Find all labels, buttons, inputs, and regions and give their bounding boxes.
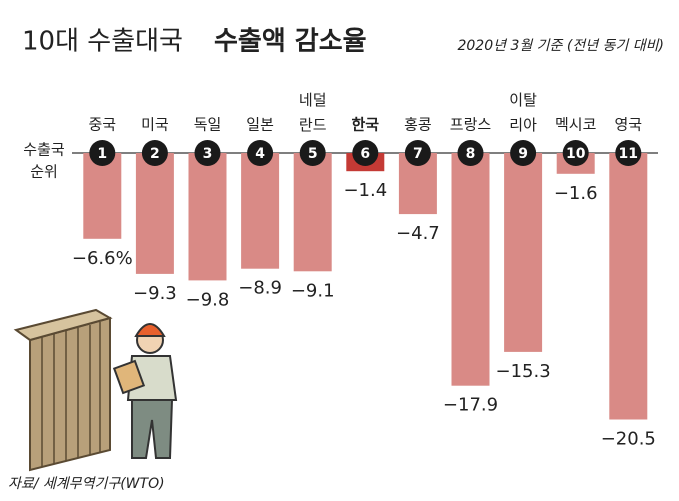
x-tick-label: 독일 [194,116,222,134]
value-label: −20.5 [601,429,656,450]
value-label: −9.3 [133,283,177,304]
value-label: −1.4 [343,180,387,201]
x-tick-label: 네덜 란드 [299,91,327,134]
rank-badge [247,140,274,166]
chart-title: 10대 수출대국 [22,27,183,57]
bar [135,153,174,274]
rank-badge [299,140,326,166]
rank-badge [352,140,379,166]
x-tick-label: 이탈 리아 [509,91,537,134]
x-tick-label: 미국 [141,116,169,134]
rank-label: 5 [308,146,318,162]
bar [188,153,227,281]
x-tick-label: 멕시코 [555,116,596,134]
x-tick-label: 한국 [351,116,379,134]
value-label: −8.9 [238,278,282,299]
illustration [13,308,178,472]
x-tick-label: 일본 [246,116,274,134]
bar [83,153,122,239]
rank-label: 2 [150,146,160,162]
subtitle: 2020년 3월 기준 (전년 동기 대비) [457,38,664,54]
rank-label: 3 [203,146,213,162]
rank-label: 6 [360,146,370,162]
value-label: −17.9 [443,395,498,416]
rank-label: 7 [413,146,423,162]
rank-label: 9 [518,146,528,162]
bar [451,153,490,386]
value-label: −1.6 [554,183,598,204]
rank-label: 10 [566,146,586,162]
value-label: −9.8 [186,289,230,310]
rank-badge [404,140,431,166]
axis-label: 수출국 [23,141,65,159]
chart-title-bold: 수출액 감소율 [214,27,367,57]
rank-badge [89,140,116,166]
x-tick-label: 프랑스 [450,116,492,134]
rank-label: 11 [619,146,638,162]
rank-badge [510,140,537,166]
rank-label: 8 [466,146,476,162]
rank-badge [194,140,221,166]
rank-label: 4 [255,146,265,162]
axis-label: 순위 [30,163,58,181]
source: 자료/ 세계무역기구(WTO) [8,476,165,492]
rank-badge [141,140,168,166]
x-tick-label: 중국 [88,116,116,134]
rank-badge [457,140,484,166]
x-tick-label: 영국 [614,116,642,134]
value-label: −15.3 [496,361,551,382]
rank-label: 1 [97,146,107,162]
value-label: −6.6% [72,248,133,269]
bar [293,153,332,272]
rank-badge [562,140,589,166]
bar [241,153,280,269]
value-label: −4.7 [396,223,440,244]
value-label: −9.1 [291,280,335,301]
rank-badge [615,140,642,166]
x-tick-label: 홍콩 [404,116,432,134]
bar [504,153,543,352]
bar [609,153,648,420]
